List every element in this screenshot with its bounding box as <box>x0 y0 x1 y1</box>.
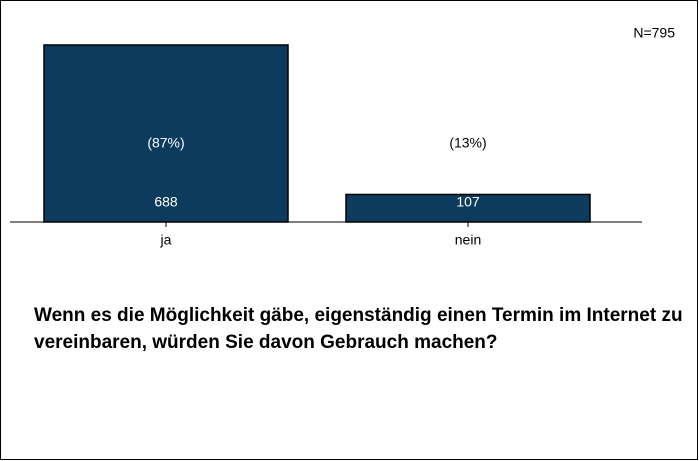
value-label: 107 <box>456 194 480 210</box>
chart-title: Wenn es die Möglichkeit gäbe, eigenständ… <box>34 305 683 353</box>
bar <box>43 44 289 223</box>
share-label: (87%) <box>147 135 184 151</box>
share-label: (13%) <box>449 135 486 151</box>
x-tick-label: ja <box>160 232 172 248</box>
annotation: N=795 <box>633 25 675 41</box>
x-tick-label: nein <box>455 232 481 248</box>
value-label: 688 <box>154 194 178 210</box>
